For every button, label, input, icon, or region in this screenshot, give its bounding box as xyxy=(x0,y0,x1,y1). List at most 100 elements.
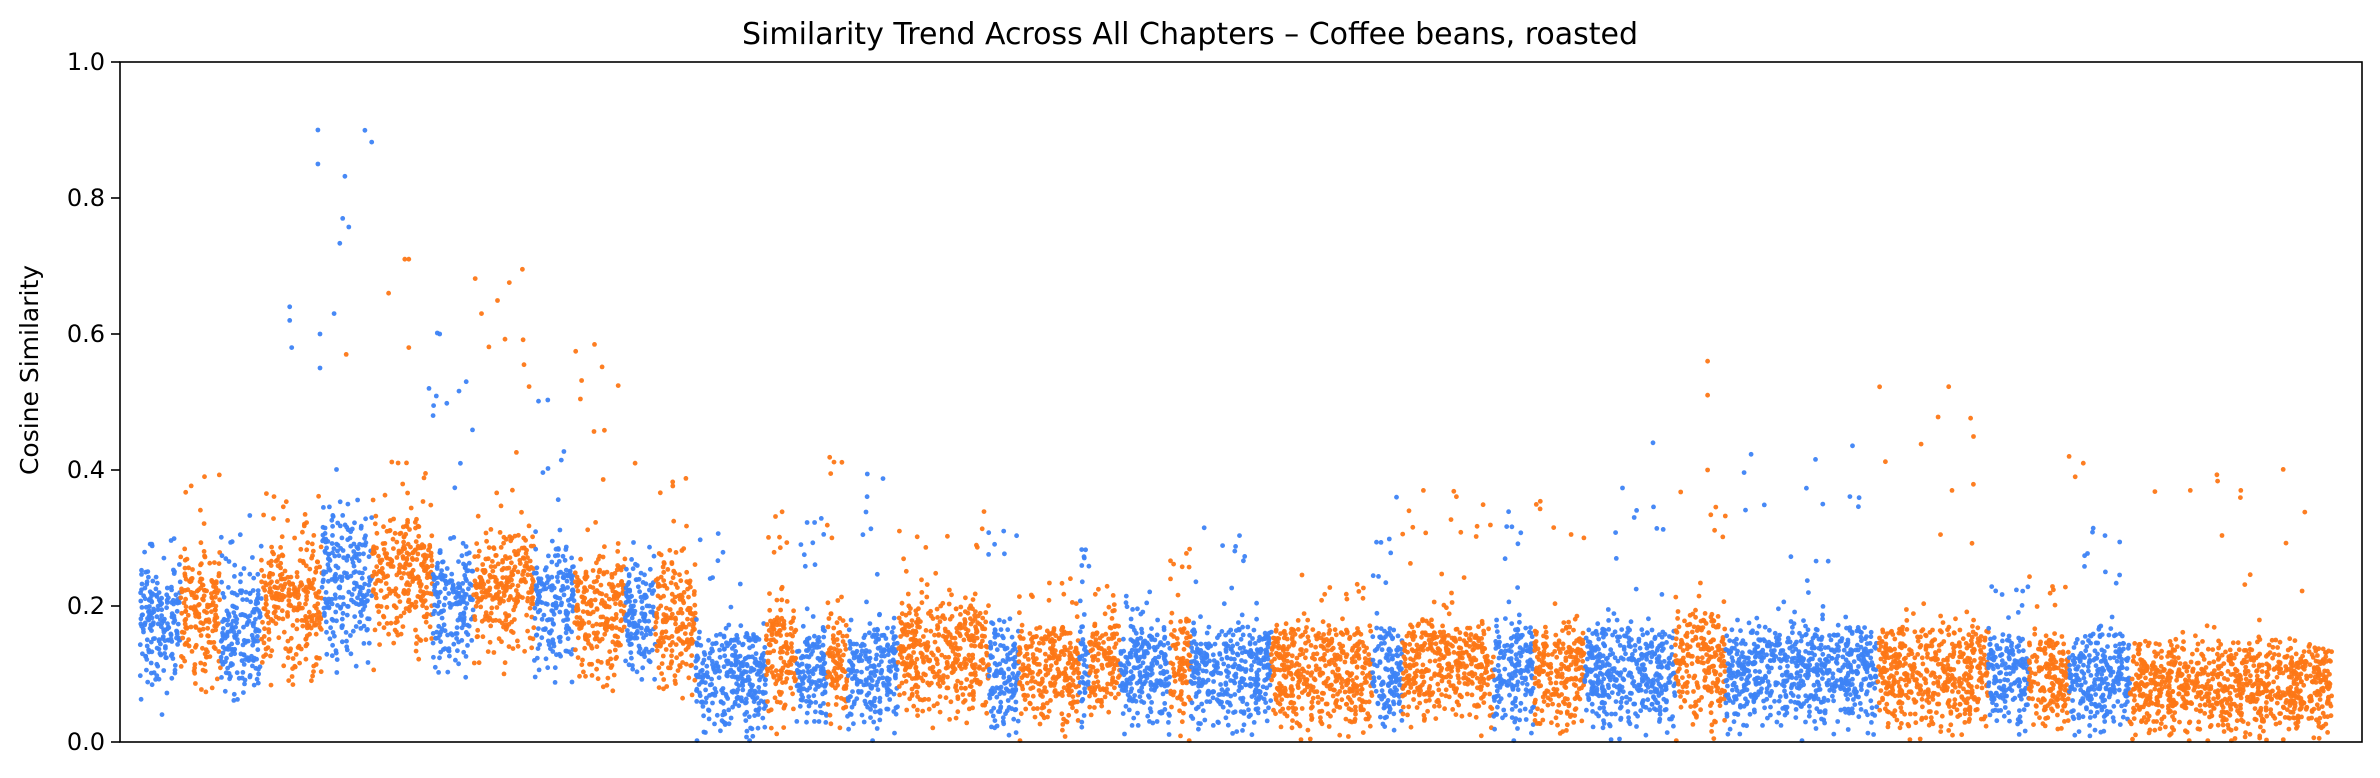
data-point xyxy=(918,675,924,681)
data-point xyxy=(323,590,329,595)
data-point xyxy=(475,513,481,519)
data-point xyxy=(980,615,986,621)
data-point xyxy=(1005,652,1010,658)
data-point xyxy=(241,566,247,571)
data-point xyxy=(526,590,531,595)
data-point xyxy=(1088,642,1093,647)
data-point xyxy=(755,725,761,731)
data-point xyxy=(230,618,236,624)
data-point xyxy=(1047,580,1052,586)
data-point xyxy=(494,592,499,597)
data-point xyxy=(1168,619,1174,625)
data-point xyxy=(573,348,579,354)
data-point xyxy=(1023,706,1029,712)
data-point xyxy=(319,584,325,590)
data-point xyxy=(756,685,762,690)
data-point xyxy=(178,664,184,669)
data-point xyxy=(330,523,335,529)
data-point xyxy=(486,545,492,550)
data-point xyxy=(523,537,528,543)
data-point xyxy=(637,589,642,595)
data-point xyxy=(576,580,582,585)
data-point xyxy=(951,669,956,675)
data-point xyxy=(718,728,723,734)
data-point xyxy=(183,489,189,495)
data-point xyxy=(779,584,785,590)
data-point xyxy=(1074,650,1080,656)
data-point xyxy=(183,609,188,614)
data-point xyxy=(1022,697,1028,702)
data-point xyxy=(325,562,331,568)
data-point xyxy=(261,654,266,659)
data-point xyxy=(472,617,478,623)
data-point xyxy=(488,623,494,629)
data-point xyxy=(1245,624,1251,630)
data-point xyxy=(1129,686,1135,692)
data-point xyxy=(1017,594,1022,599)
data-point xyxy=(1060,722,1066,727)
data-point xyxy=(335,548,340,554)
data-point xyxy=(971,693,976,699)
data-point xyxy=(961,637,967,643)
data-point xyxy=(939,614,945,620)
data-point xyxy=(947,717,952,722)
data-point xyxy=(633,623,639,629)
data-point xyxy=(829,535,835,541)
data-point xyxy=(333,563,339,569)
data-point xyxy=(623,585,629,591)
data-point xyxy=(924,594,930,600)
data-point xyxy=(1043,666,1048,671)
data-point xyxy=(750,667,756,672)
data-point xyxy=(639,677,645,682)
data-point xyxy=(926,706,932,712)
data-point xyxy=(638,594,644,600)
data-point xyxy=(1128,675,1133,681)
data-point xyxy=(400,481,406,487)
data-point xyxy=(418,582,424,587)
data-point xyxy=(1066,712,1072,718)
data-point xyxy=(769,621,775,627)
data-point xyxy=(363,533,368,539)
data-point xyxy=(483,610,489,616)
data-point xyxy=(315,601,321,607)
data-point xyxy=(794,661,800,666)
data-point xyxy=(848,694,853,699)
data-point xyxy=(196,570,202,576)
data-point xyxy=(342,173,348,179)
data-point xyxy=(1198,641,1204,647)
data-point xyxy=(346,224,352,230)
data-point xyxy=(351,541,357,547)
data-point xyxy=(868,670,874,676)
data-point xyxy=(981,509,987,514)
data-point xyxy=(744,728,750,734)
data-point xyxy=(789,670,794,676)
data-point xyxy=(896,646,902,651)
data-point xyxy=(912,675,918,681)
data-point xyxy=(1118,662,1124,668)
data-point xyxy=(432,602,437,608)
data-point xyxy=(700,660,706,666)
data-point xyxy=(629,557,634,562)
data-point xyxy=(634,635,640,641)
data-point xyxy=(350,560,356,565)
data-point xyxy=(891,625,896,630)
data-point xyxy=(454,625,460,630)
data-point xyxy=(763,677,768,683)
data-point xyxy=(1137,694,1143,700)
data-point xyxy=(565,636,571,642)
data-point xyxy=(163,644,168,649)
data-point xyxy=(437,548,443,553)
data-point xyxy=(478,579,484,584)
data-point xyxy=(225,617,231,623)
data-point xyxy=(352,553,357,559)
data-point xyxy=(926,682,932,688)
data-point xyxy=(472,276,478,281)
data-point xyxy=(677,664,683,670)
data-point xyxy=(266,560,272,566)
data-point xyxy=(963,595,968,601)
data-point xyxy=(1158,670,1164,676)
data-point xyxy=(1178,733,1183,739)
data-point xyxy=(997,617,1002,623)
data-point xyxy=(894,667,900,673)
data-point xyxy=(577,673,582,679)
